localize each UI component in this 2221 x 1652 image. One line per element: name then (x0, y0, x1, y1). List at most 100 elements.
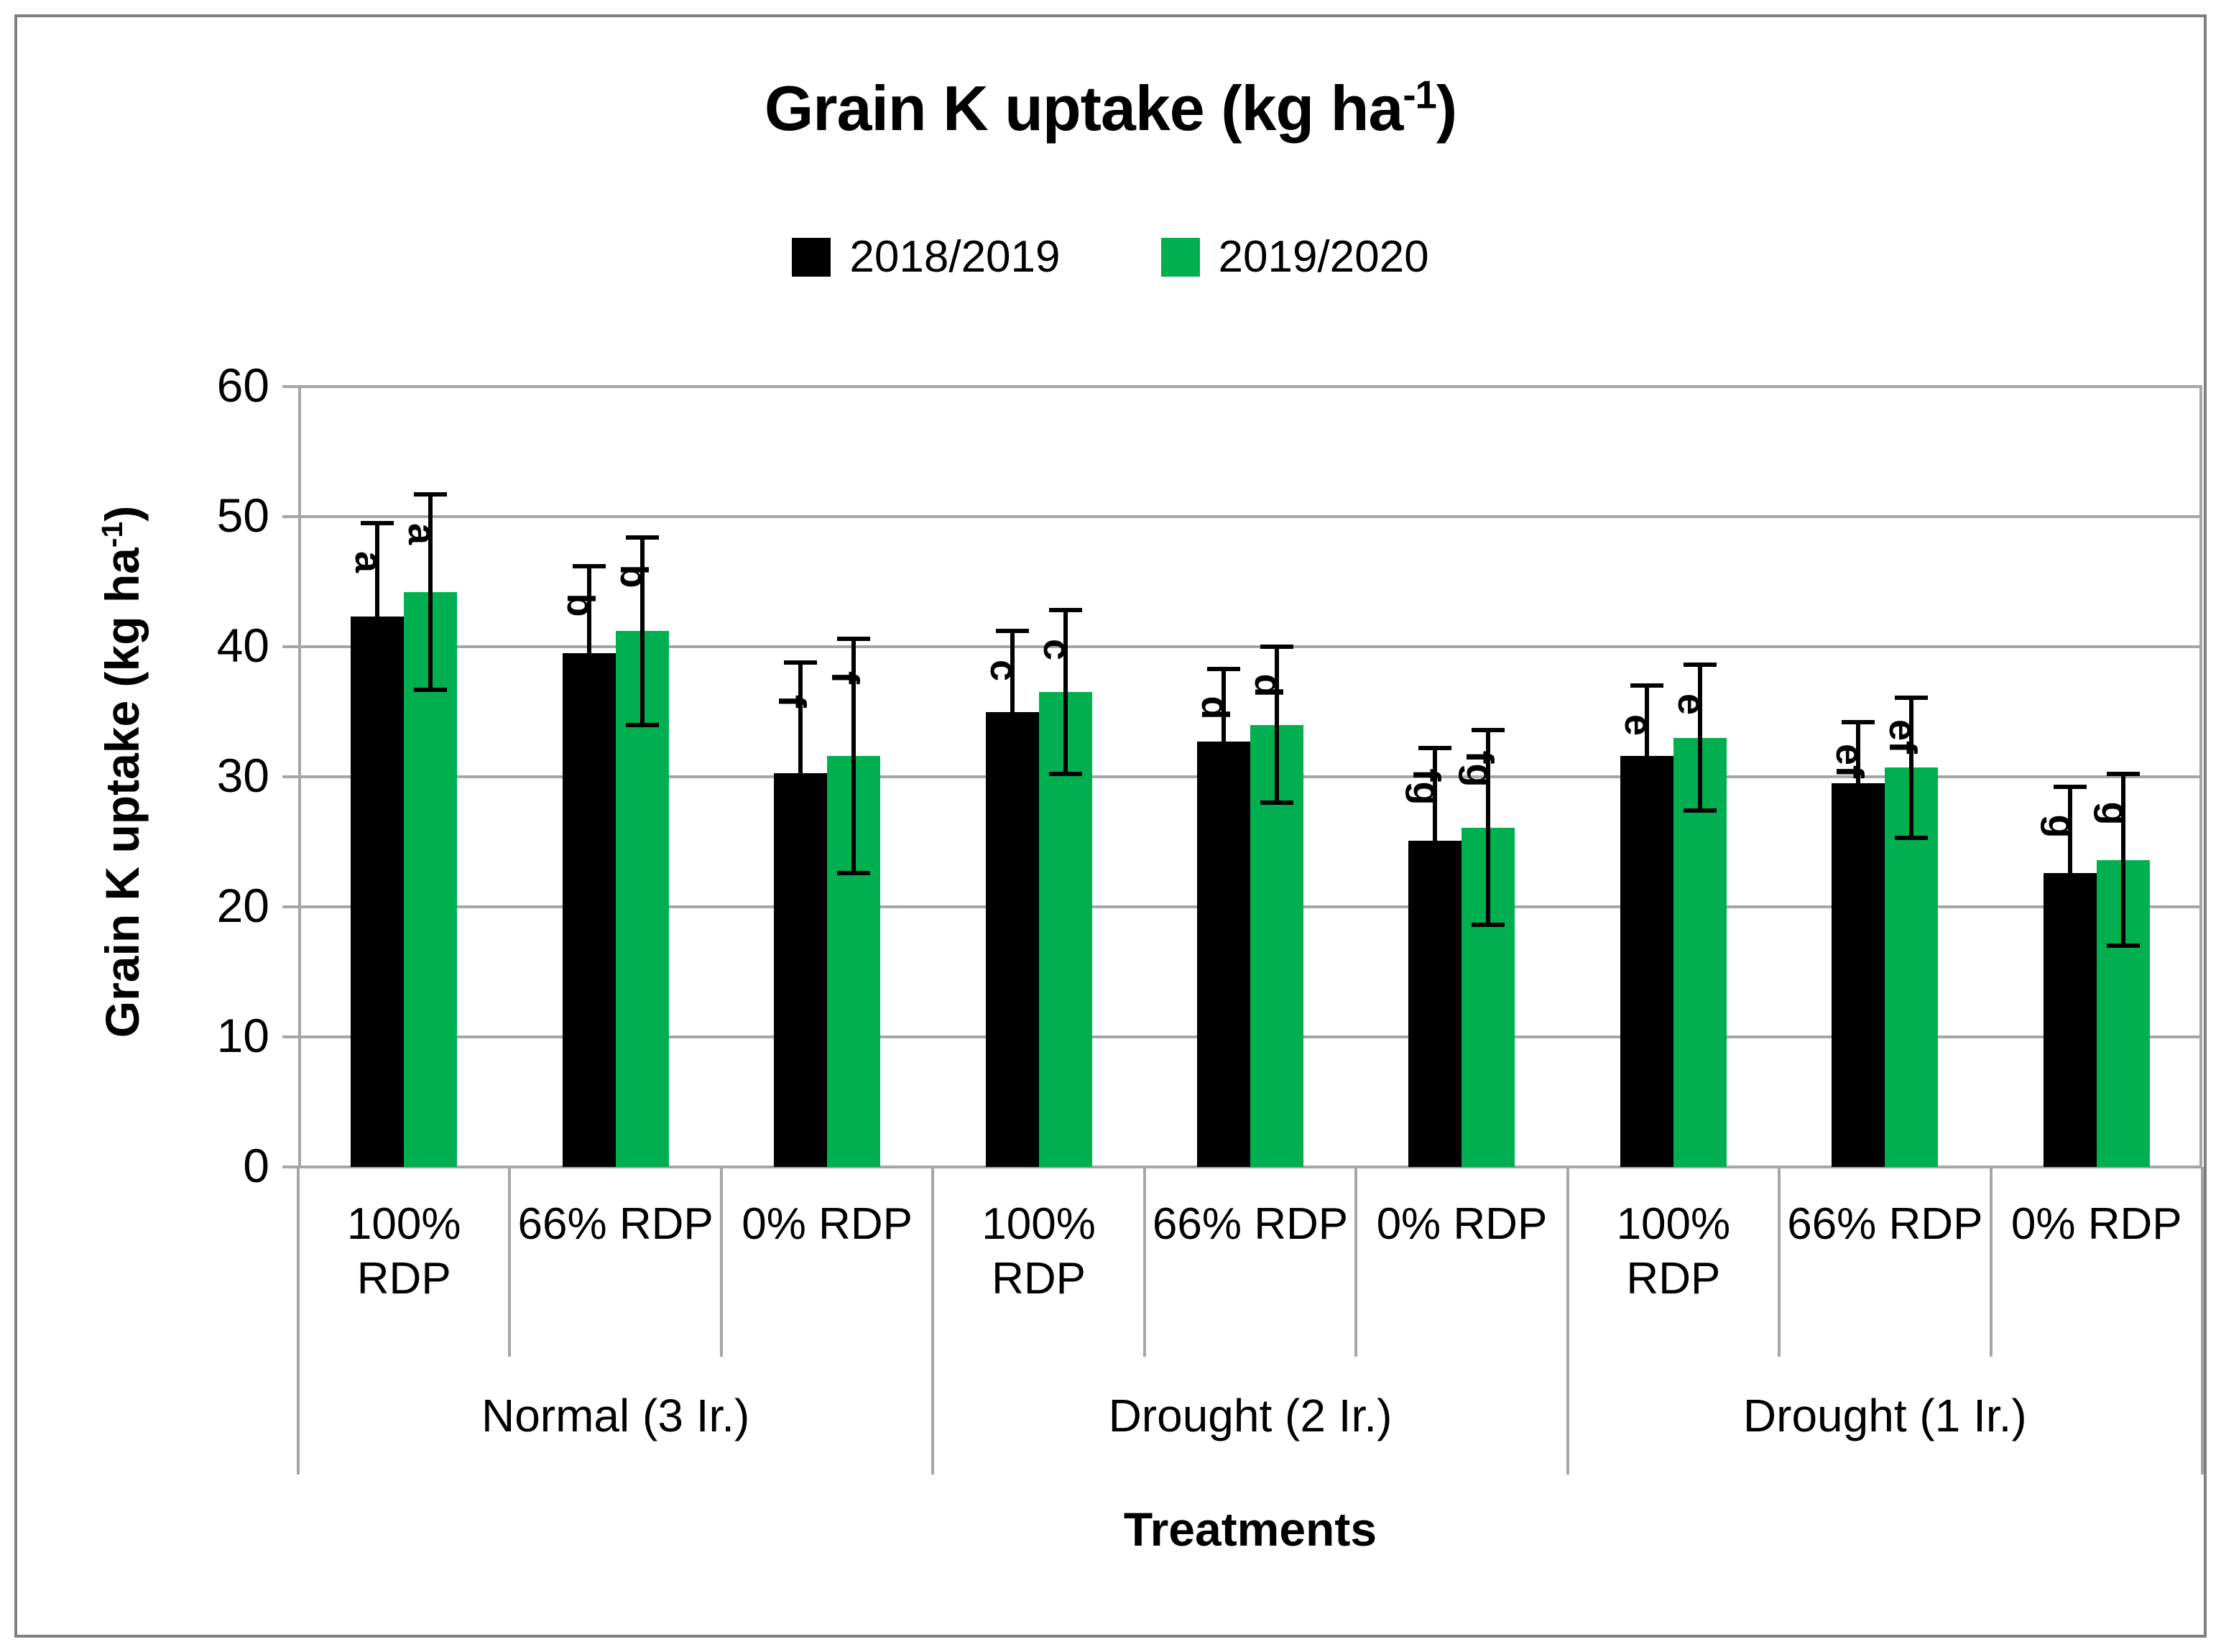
significance-letter-c: c (982, 659, 1025, 681)
error-bar-line (1275, 647, 1279, 803)
y-tick-10 (282, 1035, 298, 1038)
error-bar-top-cap (1895, 695, 1929, 700)
x-category-label-6: 100% RDP (1616, 1199, 1731, 1303)
y-tick-label-0: 0 (243, 1139, 269, 1192)
error-bar-line (1222, 668, 1226, 815)
legend-item-2019-2020: 2019/2020 (1160, 231, 1429, 282)
error-bar-bottom-cap (995, 790, 1029, 795)
y-tick-20 (282, 905, 298, 908)
legend-swatch-black (792, 237, 831, 277)
error-bar-bottom-cap (837, 870, 871, 875)
error-bar-top-cap (1630, 683, 1663, 688)
error-bar-line (1010, 631, 1015, 793)
y-tick-30 (282, 775, 298, 778)
significance-letter-e: e (1616, 714, 1660, 736)
x-category-label-0: 100% RDP (346, 1199, 461, 1303)
error-bar-top-cap (572, 563, 606, 568)
error-bar-line (586, 566, 591, 741)
error-bar-bottom-cap (625, 722, 659, 727)
group-separator (297, 1167, 300, 1475)
x-category-label-3: 100% RDP (982, 1199, 1096, 1303)
error-bar-line (639, 537, 645, 725)
error-bar-top-cap (1207, 666, 1240, 671)
y-tick-label-20: 20 (216, 879, 269, 932)
error-bar-line (1433, 748, 1438, 933)
legend-item-2018-2019: 2018/2019 (792, 231, 1061, 282)
error-bar-bottom-cap (1683, 808, 1717, 813)
gridline-y-0 (298, 1166, 2202, 1168)
y-tick-60 (282, 385, 298, 388)
x-category-label-8: 0% RDP (2010, 1199, 2182, 1249)
legend: 2018/2019 2019/2020 (0, 231, 2221, 282)
significance-letter-c: c (1035, 638, 1079, 660)
error-bar-top-cap (1842, 719, 1875, 724)
error-bar-bottom-cap (572, 738, 606, 743)
error-bar-line (1697, 665, 1702, 811)
x-group-label-1: Drought (2 Ir.) (1108, 1390, 1393, 1441)
error-bar-line (1486, 729, 1491, 926)
gridline-y-40 (298, 645, 2202, 648)
y-axis-title-suffix: ) (96, 505, 149, 522)
error-bar-top-cap (1260, 645, 1293, 649)
y-tick-0 (282, 1166, 298, 1168)
error-bar-bottom-cap (1895, 836, 1929, 841)
error-bar-bottom-cap (1048, 772, 1082, 777)
category-separator (1142, 1167, 1146, 1357)
bar-2018/2019-66% RDP-7 (1832, 783, 1885, 1167)
significance-letter-f: f (770, 695, 814, 709)
error-bar-bottom-cap (1630, 823, 1663, 829)
plot-right-border (2199, 387, 2202, 1167)
significance-letter-a: a (400, 522, 444, 545)
significance-letter-d: d (1247, 673, 1290, 698)
error-bar-top-cap (837, 637, 871, 642)
y-axis-title: Grain K uptake (kg ha-1) (95, 412, 149, 1131)
error-bar-top-cap (1418, 746, 1452, 751)
significance-letter-e: e (1669, 693, 1713, 715)
error-bar-top-cap (414, 492, 448, 497)
error-bar-top-cap (2106, 772, 2140, 777)
error-bar-bottom-cap (1260, 800, 1293, 806)
y-axis-title-superscript: -1 (96, 521, 129, 548)
error-bar-line (2120, 774, 2125, 946)
significance-letter-fg: fg (1458, 750, 1502, 788)
error-bar-top-cap (2053, 785, 2087, 790)
error-bar-top-cap (1683, 663, 1717, 668)
significance-letter-ef: ef (1828, 744, 1872, 779)
error-bar-top-cap (784, 660, 818, 665)
error-bar-line (1909, 697, 1914, 839)
error-bar-bottom-cap (414, 687, 448, 692)
chart-title-superscript: -1 (1403, 73, 1437, 117)
error-bar-top-cap (361, 521, 394, 526)
x-category-label-1: 66% RDP (517, 1199, 714, 1249)
y-tick-40 (282, 645, 298, 648)
x-category-label-4: 66% RDP (1152, 1199, 1349, 1249)
error-bar-line (428, 494, 433, 690)
y-axis-line (298, 387, 301, 1167)
significance-letter-fg: fg (1405, 768, 1449, 806)
y-tick-label-10: 10 (216, 1009, 269, 1062)
error-bar-line (1063, 610, 1068, 775)
gridline-y-50 (298, 515, 2202, 518)
x-group-label-2: Drought (1 Ir.) (1742, 1390, 2027, 1441)
error-bar-bottom-cap (2106, 943, 2140, 949)
error-bar-line (851, 639, 856, 873)
group-separator (2201, 1167, 2204, 1475)
error-bar-bottom-cap (1207, 812, 1240, 817)
error-bar-line (2067, 787, 2072, 959)
chart-title-text: Grain K uptake (kg ha (764, 73, 1404, 144)
y-tick-label-50: 50 (216, 489, 269, 542)
y-axis-title-text: Grain K uptake (kg ha (96, 548, 149, 1038)
y-tick-label-30: 30 (216, 749, 269, 802)
significance-letter-d: d (1193, 696, 1237, 720)
chart-title: Grain K uptake (kg ha-1) (0, 72, 2221, 145)
error-bar-bottom-cap (361, 708, 394, 713)
significance-letter-b: b (611, 564, 655, 589)
error-bar-bottom-cap (784, 881, 818, 886)
significance-letter-g: g (2039, 814, 2083, 839)
category-separator (1989, 1167, 1993, 1357)
x-axis-title: Treatments (1123, 1503, 1377, 1556)
chart-title-suffix: ) (1436, 73, 1457, 144)
category-separator (719, 1167, 723, 1357)
significance-letter-b: b (558, 593, 602, 617)
